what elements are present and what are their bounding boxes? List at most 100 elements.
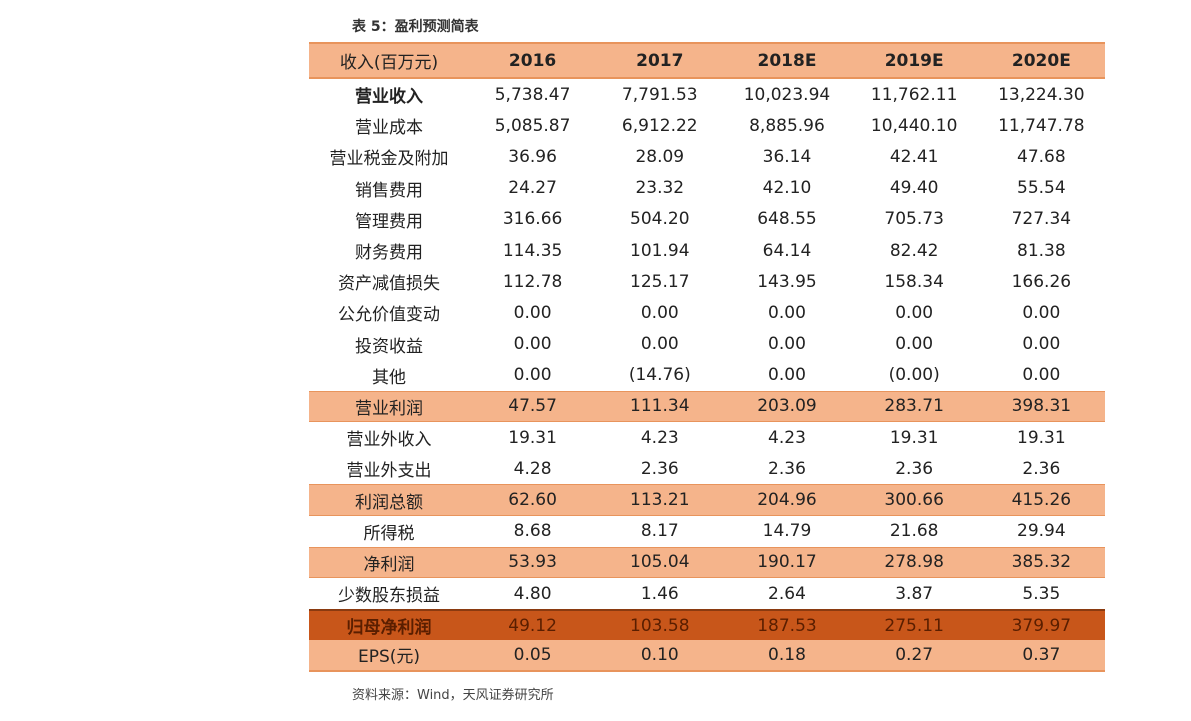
table-row: 营业收入 5,738.47 7,791.53 10,023.94 11,762.11 13… xyxy=(309,79,1105,110)
profit-forecast-table: 收入(百万元) 2016 2017 2018E 2019E 2020E 营业收入… xyxy=(309,42,1105,672)
row-value: (14.76) xyxy=(628,365,691,386)
table-row: 营业利润 47.57 111.34 203.09 283.71 398.31 xyxy=(309,390,1105,423)
table-row: 营业外支出 4.28 2.36 2.36 2.36 2.36 xyxy=(309,453,1105,484)
row-value: 0.00 xyxy=(895,302,934,323)
row-value: 2.36 xyxy=(640,458,679,479)
row-value: 125.17 xyxy=(630,271,690,292)
table-row: 其他 0.00 (14.76) 0.00 (0.00) 0.00 xyxy=(309,360,1105,391)
table-row: 管理费用 316.66 504.20 648.55 705.73 727.34 xyxy=(309,204,1105,235)
row-value: 10,440.10 xyxy=(870,115,958,136)
row-label: 营业成本 xyxy=(355,118,423,139)
row-value: 113.21 xyxy=(630,490,690,511)
row-value: 11,762.11 xyxy=(870,84,958,105)
row-label: 资产减值损失 xyxy=(338,274,440,295)
row-value: 278.98 xyxy=(884,552,944,573)
row-value: 112.78 xyxy=(502,271,563,292)
header-year: 2020E xyxy=(1011,50,1071,71)
row-value: 203.09 xyxy=(757,396,817,417)
row-value: 0.00 xyxy=(513,365,552,386)
row-value: 398.31 xyxy=(1011,396,1072,417)
row-value: 4.28 xyxy=(513,458,552,479)
row-value: 8.17 xyxy=(640,521,679,542)
table-row: 营业税金及附加 36.96 28.09 36.14 42.41 47.68 xyxy=(309,141,1105,172)
row-value: 0.00 xyxy=(1022,365,1061,386)
source-note: 资料来源：Wind，天风证券研究所 xyxy=(352,688,554,703)
row-value: 0.00 xyxy=(640,334,679,355)
row-value: 6,912.22 xyxy=(621,115,698,136)
row-value: 111.34 xyxy=(630,396,690,417)
row-value: 415.26 xyxy=(1011,490,1072,511)
row-value: 19.31 xyxy=(1017,427,1066,448)
table-row: 投资收益 0.00 0.00 0.00 0.00 0.00 xyxy=(309,329,1105,360)
row-value: 47.57 xyxy=(508,396,557,417)
row-value: 0.00 xyxy=(640,302,679,323)
row-value: 5,738.47 xyxy=(494,84,571,105)
row-value: 143.95 xyxy=(757,271,817,292)
row-value: 24.27 xyxy=(508,178,557,199)
row-label: 归母净利润 xyxy=(346,618,432,639)
table-row: 利润总额 62.60 113.21 204.96 300.66 415.26 xyxy=(309,484,1105,516)
row-value: 316.66 xyxy=(502,209,563,230)
row-value: 29.94 xyxy=(1017,521,1066,542)
table-caption: 表 5：盈利预测简表 xyxy=(352,19,479,35)
row-value: 5.35 xyxy=(1022,583,1061,604)
row-value: 55.54 xyxy=(1017,178,1066,199)
row-value: 8.68 xyxy=(513,521,552,542)
row-value: 103.58 xyxy=(630,615,690,636)
row-label: 少数股东损益 xyxy=(338,586,440,607)
table-row: 财务费用 114.35 101.94 64.14 82.42 81.38 xyxy=(309,235,1105,266)
row-value: 0.00 xyxy=(1022,302,1061,323)
row-value: 36.96 xyxy=(508,146,557,167)
row-label: EPS(元) xyxy=(357,647,421,668)
row-value: 42.10 xyxy=(762,178,812,199)
row-value: 0.00 xyxy=(768,334,806,355)
row-value: 114.35 xyxy=(502,240,563,261)
row-value: 19.31 xyxy=(508,427,557,448)
row-label: 净利润 xyxy=(363,554,415,575)
row-value: 0.05 xyxy=(513,644,552,665)
row-value: 4.80 xyxy=(513,583,552,604)
row-value: 14.79 xyxy=(762,521,812,542)
table-body: 营业收入 5,738.47 7,791.53 10,023.94 11,762.11 13… xyxy=(309,79,1105,672)
table-row: 资产减值损失 112.78 125.17 143.95 158.34 166.26 xyxy=(309,266,1105,297)
row-value: 727.34 xyxy=(1011,209,1072,230)
row-value: 36.14 xyxy=(762,146,812,167)
row-value: 64.14 xyxy=(762,240,812,261)
table-row: EPS(元) 0.05 0.10 0.18 0.27 0.37 xyxy=(309,640,1105,672)
row-value: 648.55 xyxy=(757,209,817,230)
row-value: 204.96 xyxy=(757,490,817,511)
row-value: 0.00 xyxy=(1022,334,1061,355)
row-value: 4.23 xyxy=(768,427,806,448)
row-value: 379.97 xyxy=(1011,615,1072,636)
table-row: 所得税 8.68 8.17 14.79 21.68 29.94 xyxy=(309,516,1105,547)
row-value: 28.09 xyxy=(635,146,685,167)
table-row: 销售费用 24.27 23.32 42.10 49.40 55.54 xyxy=(309,173,1105,204)
row-label: 营业税金及附加 xyxy=(329,149,449,170)
row-value: 705.73 xyxy=(884,209,944,230)
row-label: 营业收入 xyxy=(355,87,423,108)
row-value: (0.00) xyxy=(888,365,940,386)
row-value: 187.53 xyxy=(757,615,817,636)
row-label: 利润总额 xyxy=(355,492,423,513)
header-label: 收入(百万元) xyxy=(339,53,439,73)
header-year: 2017 xyxy=(636,50,684,71)
row-value: 49.12 xyxy=(508,615,557,636)
row-label: 销售费用 xyxy=(355,180,423,201)
row-value: 2.64 xyxy=(768,583,806,604)
row-value: 275.11 xyxy=(884,615,944,636)
row-value: 5,085.87 xyxy=(494,115,571,136)
row-value: 0.00 xyxy=(768,365,806,386)
row-value: 0.37 xyxy=(1022,644,1061,665)
row-value: 10,023.94 xyxy=(743,84,831,105)
row-value: 0.00 xyxy=(513,302,552,323)
row-value: 21.68 xyxy=(889,521,939,542)
row-value: 0.10 xyxy=(640,644,679,665)
table-row: 少数股东损益 4.80 1.46 2.64 3.87 5.35 xyxy=(309,578,1105,609)
row-value: 53.93 xyxy=(508,552,557,573)
row-value: 3.87 xyxy=(895,583,934,604)
row-value: 47.68 xyxy=(1017,146,1066,167)
row-value: 42.41 xyxy=(889,146,939,167)
row-value: 4.23 xyxy=(640,427,679,448)
table-row: 营业外收入 19.31 4.23 4.23 19.31 19.31 xyxy=(309,422,1105,453)
row-value: 2.36 xyxy=(1022,458,1061,479)
